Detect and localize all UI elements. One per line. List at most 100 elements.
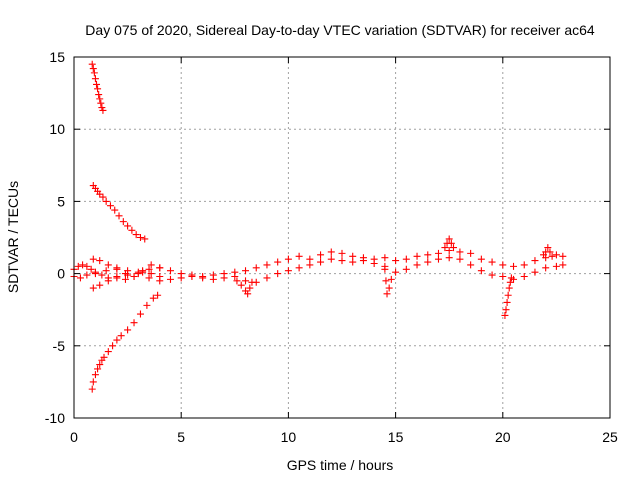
- data-point: [139, 267, 147, 275]
- data-point: [445, 246, 453, 254]
- series-spike-near-14.6h: [381, 262, 395, 298]
- data-point: [102, 267, 110, 275]
- data-point: [252, 264, 260, 272]
- data-point: [130, 272, 138, 280]
- data-point: [113, 272, 121, 280]
- data-point: [499, 261, 507, 269]
- data-point: [220, 274, 228, 282]
- data-point: [274, 270, 282, 278]
- data-point: [381, 254, 389, 262]
- data-point: [96, 257, 104, 265]
- data-point: [413, 261, 421, 269]
- data-point: [542, 264, 550, 272]
- y-axis-label: SDTVAR / TECUs: [5, 181, 21, 293]
- data-point: [74, 262, 82, 270]
- data-point: [100, 353, 108, 361]
- data-point: [327, 255, 335, 263]
- series-sat-trace-cross-up: [89, 255, 164, 280]
- x-tick-label: 10: [281, 429, 297, 445]
- data-point: [424, 251, 432, 259]
- data-point: [89, 255, 97, 263]
- data-point: [456, 248, 464, 256]
- data-point: [88, 385, 96, 393]
- data-point: [96, 190, 104, 198]
- data-point: [503, 298, 511, 306]
- data-point: [387, 275, 395, 283]
- data-point: [89, 65, 97, 73]
- data-point: [507, 274, 515, 282]
- data-point: [467, 261, 475, 269]
- data-point: [89, 378, 97, 386]
- data-point: [382, 277, 390, 285]
- data-point: [317, 258, 325, 266]
- data-point: [449, 244, 457, 252]
- data-point: [327, 248, 335, 256]
- data-point: [188, 272, 196, 280]
- data-point: [98, 271, 106, 279]
- data-point: [91, 75, 99, 83]
- data-point: [338, 249, 346, 257]
- data-point: [166, 267, 174, 275]
- data-point: [113, 264, 121, 272]
- x-tick-label: 25: [602, 429, 618, 445]
- data-point: [91, 270, 99, 278]
- data-point: [244, 290, 252, 298]
- data-point: [134, 270, 142, 278]
- data-point: [209, 275, 217, 283]
- data-point: [136, 234, 144, 241]
- grid-lines: [74, 57, 610, 418]
- data-point: [383, 290, 391, 298]
- data-point: [233, 277, 241, 285]
- data-point: [445, 254, 453, 262]
- data-point: [94, 85, 102, 93]
- data-point: [424, 258, 432, 266]
- series-sat-trace-upper-decline: [89, 182, 149, 243]
- y-tick-label: 0: [57, 266, 65, 282]
- data-point: [552, 251, 560, 259]
- data-point: [87, 265, 95, 273]
- data-point: [274, 258, 282, 266]
- data-point: [506, 278, 514, 286]
- data-point: [106, 202, 114, 210]
- data-point: [104, 274, 112, 282]
- series-spike-near-20.2h: [501, 274, 515, 319]
- data-point: [128, 226, 136, 234]
- data-point: [413, 252, 421, 260]
- data-point: [96, 95, 104, 103]
- series-baseline-b: [70, 254, 567, 286]
- data-point: [99, 193, 107, 201]
- data-point: [130, 319, 138, 327]
- data-point: [99, 106, 107, 114]
- data-point: [467, 249, 475, 257]
- plot-frame: [73, 56, 611, 419]
- y-tick-label: -10: [45, 410, 65, 426]
- data-point: [544, 244, 552, 252]
- data-point: [359, 257, 367, 265]
- data-point: [113, 336, 121, 344]
- data-point: [548, 252, 556, 260]
- data-point: [370, 259, 378, 267]
- data-point: [177, 274, 185, 282]
- data-point: [143, 301, 151, 309]
- data-point: [124, 267, 132, 275]
- series-spike-near-8h: [233, 277, 256, 298]
- data-point: [559, 261, 567, 269]
- data-point: [477, 267, 485, 275]
- data-point: [392, 257, 400, 265]
- data-point: [504, 291, 512, 299]
- x-tick-label: 0: [70, 429, 78, 445]
- y-tick-label: 15: [49, 49, 65, 65]
- data-point: [284, 267, 292, 275]
- data-point: [119, 218, 127, 226]
- data-point: [141, 235, 149, 243]
- tick-labels: 0 5 10 15 20 25 -10 -5 0 5 10 15: [45, 49, 618, 445]
- data-point: [445, 235, 453, 243]
- data-point: [111, 206, 119, 214]
- data-point: [488, 271, 496, 279]
- data-point: [95, 91, 103, 99]
- data-point: [502, 306, 510, 314]
- data-point: [520, 272, 528, 280]
- data-point: [248, 278, 256, 286]
- data-point: [76, 274, 84, 282]
- data-point: [145, 274, 153, 282]
